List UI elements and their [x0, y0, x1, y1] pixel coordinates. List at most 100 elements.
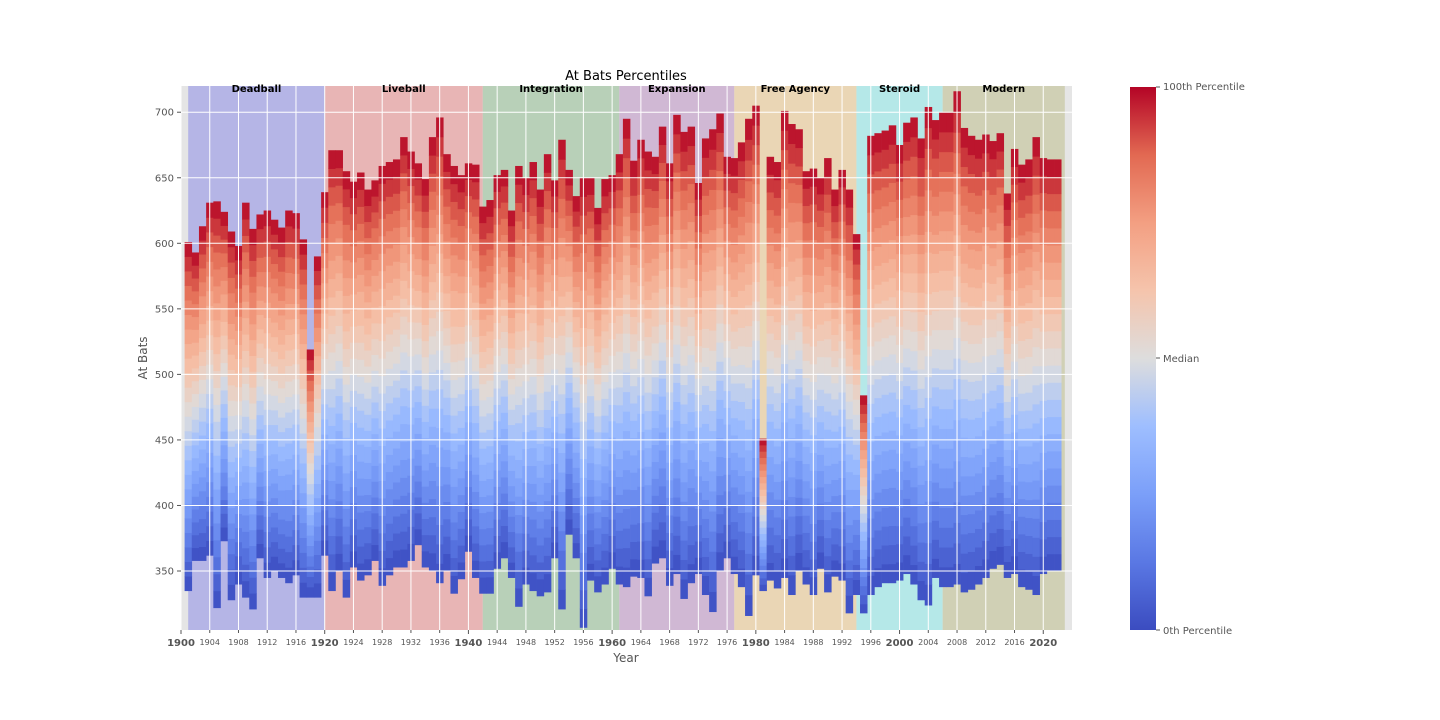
percentile-band — [414, 163, 423, 180]
percentile-band — [795, 276, 803, 296]
percentile-band — [213, 235, 221, 253]
year-column-1995 — [860, 395, 868, 614]
percentile-band — [421, 324, 430, 342]
percentile-band — [184, 416, 193, 432]
percentile-band — [198, 268, 207, 283]
percentile-band — [1018, 516, 1026, 535]
percentile-band — [457, 292, 466, 311]
percentile-band — [220, 376, 229, 391]
percentile-band — [802, 274, 811, 293]
percentile-band — [687, 297, 696, 318]
percentile-band — [285, 396, 293, 413]
year-column-1962 — [622, 118, 631, 588]
percentile-band — [802, 240, 811, 258]
percentile-band — [450, 344, 458, 363]
percentile-band — [845, 436, 854, 455]
percentile-band — [421, 437, 430, 455]
percentile-band — [658, 450, 667, 469]
percentile-band — [191, 534, 200, 549]
percentile-band — [486, 347, 494, 365]
percentile-band — [673, 554, 681, 575]
percentile-band — [299, 582, 308, 598]
percentile-band — [644, 262, 652, 282]
percentile-band — [357, 495, 365, 513]
percentile-band — [802, 171, 811, 189]
percentile-band — [601, 415, 609, 433]
percentile-band — [428, 516, 437, 536]
percentile-band — [622, 528, 631, 549]
percentile-band — [1025, 499, 1033, 519]
x-minor-tick-label: 1916 — [286, 638, 306, 647]
percentile-band — [486, 396, 494, 414]
percentile-band — [421, 453, 430, 471]
percentile-band — [1032, 384, 1040, 405]
percentile-band — [392, 261, 401, 279]
percentile-band — [414, 338, 423, 355]
percentile-band — [1032, 175, 1040, 195]
percentile-band — [622, 313, 631, 334]
percentile-band — [795, 497, 803, 517]
percentile-band — [285, 288, 293, 304]
percentile-band — [615, 566, 624, 585]
percentile-band — [881, 262, 890, 282]
percentile-band — [421, 502, 430, 519]
percentile-band — [515, 404, 523, 424]
year-column-2017 — [1018, 164, 1026, 588]
percentile-band — [860, 458, 868, 469]
percentile-band — [220, 499, 229, 514]
percentile-band — [364, 237, 372, 255]
percentile-band — [788, 280, 796, 301]
percentile-band — [860, 594, 868, 605]
percentile-band — [903, 310, 911, 330]
percentile-band — [766, 174, 775, 193]
percentile-band — [213, 201, 221, 219]
percentile-band — [586, 546, 595, 564]
percentile-band — [529, 554, 537, 574]
percentile-band — [594, 383, 602, 401]
percentile-band — [1046, 348, 1055, 366]
percentile-band — [860, 576, 868, 587]
percentile-band — [622, 469, 631, 490]
percentile-band — [1054, 468, 1062, 486]
percentile-band — [507, 439, 516, 456]
percentile-band — [1054, 553, 1062, 572]
percentile-band — [903, 498, 911, 518]
percentile-band — [989, 301, 997, 320]
percentile-band — [313, 526, 322, 541]
percentile-band — [256, 414, 264, 430]
percentile-band — [1018, 551, 1026, 570]
percentile-band — [601, 567, 609, 585]
percentile-band — [745, 180, 753, 202]
percentile-band — [860, 440, 868, 451]
percentile-band — [831, 544, 839, 561]
percentile-band — [198, 532, 207, 547]
percentile-band — [392, 329, 401, 347]
percentile-band — [479, 416, 487, 433]
percentile-band — [278, 344, 286, 360]
percentile-band — [903, 235, 911, 255]
percentile-band — [242, 580, 250, 598]
percentile-band — [1018, 463, 1026, 482]
percentile-band — [737, 197, 746, 217]
percentile-band — [472, 285, 480, 303]
percentile-band — [860, 513, 868, 523]
percentile-band — [824, 411, 832, 430]
percentile-band — [680, 151, 688, 172]
percentile-band — [342, 313, 351, 332]
percentile-band — [414, 369, 423, 387]
percentile-band — [601, 297, 609, 315]
percentile-band — [306, 359, 315, 371]
percentile-band — [428, 408, 437, 427]
percentile-band — [1018, 410, 1026, 429]
percentile-band — [974, 380, 983, 400]
percentile-band — [1046, 433, 1055, 452]
percentile-band — [457, 343, 466, 361]
year-column-1971 — [687, 126, 696, 584]
percentile-band — [939, 171, 947, 192]
percentile-band — [601, 229, 609, 247]
percentile-band — [565, 443, 573, 459]
percentile-band — [220, 321, 229, 336]
percentile-band — [687, 411, 696, 432]
percentile-band — [939, 507, 947, 528]
percentile-band — [306, 555, 315, 567]
